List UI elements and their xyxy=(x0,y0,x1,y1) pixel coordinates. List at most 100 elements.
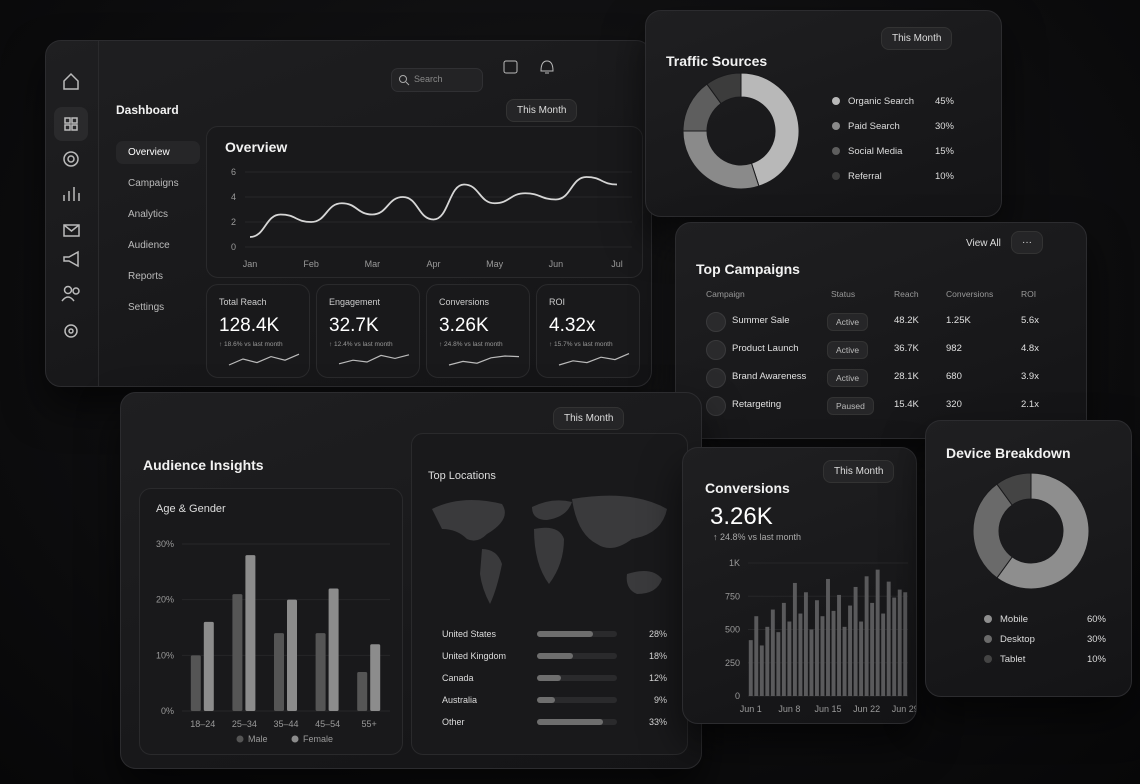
campaign-cell: 5.6x xyxy=(1021,315,1039,326)
nav-item[interactable]: Overview xyxy=(116,141,200,164)
bar xyxy=(370,644,381,711)
kpi-card: Total Reach 128.4K ↑ 18.6% vs last month xyxy=(206,284,310,378)
users-icon[interactable] xyxy=(63,285,73,295)
kpi-value: 32.7K xyxy=(329,315,379,336)
location-name: Other xyxy=(442,717,465,727)
status-pill: Active xyxy=(827,313,869,331)
legend-label: Male xyxy=(248,734,268,744)
x-tick-label: Jun 22 xyxy=(853,704,880,714)
legend-dot xyxy=(984,635,992,643)
kpi-sparkline xyxy=(228,353,300,366)
x-tick-label: Jun 29 xyxy=(892,704,916,714)
chart-icon[interactable] xyxy=(63,187,80,201)
audience-title: Audience Insights xyxy=(143,457,264,473)
bar xyxy=(357,672,368,711)
campaign-cell: 3.9x xyxy=(1021,371,1039,382)
donut-segment xyxy=(682,130,760,190)
y-tick-label: 30% xyxy=(156,539,174,549)
mail-icon[interactable] xyxy=(63,224,80,237)
x-tick-label: 35–44 xyxy=(273,719,298,729)
kpi-value: 4.32x xyxy=(549,315,596,336)
column-header: Reach xyxy=(894,289,919,299)
nav-item[interactable]: Reports xyxy=(128,271,164,282)
kpi-label: Total Reach xyxy=(219,297,267,307)
bar xyxy=(815,600,819,696)
nav-item[interactable]: Audience xyxy=(128,240,170,251)
settings-icon[interactable] xyxy=(64,324,78,338)
legend-label: Tablet xyxy=(1000,654,1026,665)
bar xyxy=(770,609,775,696)
period-button[interactable]: This Month xyxy=(823,460,895,483)
bar xyxy=(328,588,339,711)
bar xyxy=(848,605,853,696)
period-button[interactable]: This Month xyxy=(506,99,578,122)
legend-label: Desktop xyxy=(1000,634,1035,645)
view-all[interactable]: View All xyxy=(966,238,1001,249)
location-bar xyxy=(537,675,561,681)
search-box[interactable]: Search xyxy=(391,68,483,92)
y-tick-label: 4 xyxy=(231,192,236,202)
bar xyxy=(287,599,297,711)
more-button[interactable]: ··· xyxy=(1011,231,1043,254)
grid-icon[interactable] xyxy=(64,117,71,124)
legend-dot xyxy=(984,655,992,663)
column-header: ROI xyxy=(1021,289,1037,299)
calendar-icon[interactable] xyxy=(503,60,518,74)
bell-icon[interactable] xyxy=(540,60,554,74)
campaign-cell: 36.7K xyxy=(894,343,919,354)
kpi-change: ↑ 12.4% vs last month xyxy=(329,341,393,348)
y-tick-label: 2 xyxy=(231,217,236,227)
conversions-chart: 0 250 500 750 1K Jun 1 Jun 8 Jun 15 Jun 22 Jun 29 xyxy=(725,558,916,714)
bar xyxy=(837,594,841,696)
campaign-cell: 1.25K xyxy=(946,315,971,326)
column-header: Status xyxy=(831,289,856,299)
legend-value: 30% xyxy=(935,121,955,132)
x-tick-label: Jun 8 xyxy=(778,704,800,714)
bar xyxy=(203,621,214,711)
bar xyxy=(274,633,284,711)
bar xyxy=(870,602,875,696)
x-tick-label: Jul xyxy=(611,259,623,269)
icon-rail xyxy=(54,72,88,338)
legend-label: Mobile xyxy=(1000,614,1028,625)
age-gender-title: Age & Gender xyxy=(156,503,226,515)
overview-line xyxy=(249,176,618,238)
donut-segment xyxy=(706,72,742,105)
y-tick-label: 0% xyxy=(161,706,174,716)
bar xyxy=(748,640,753,696)
device-donut: Mobile 60% Desktop 30% Tablet 10% xyxy=(972,472,1107,665)
kpi-label: Conversions xyxy=(439,297,490,307)
column-header: Conversions xyxy=(946,289,994,299)
legend-value: 15% xyxy=(935,146,955,157)
home-icon[interactable] xyxy=(63,72,79,90)
bar xyxy=(803,592,808,696)
period-button[interactable]: This Month xyxy=(553,407,625,430)
device-panel: Device Breakdown Mobile 60% Desktop 30% Tabl… xyxy=(925,420,1132,697)
bar xyxy=(820,616,825,696)
x-tick-label: Jun 15 xyxy=(814,704,841,714)
conversions-value: 3.26K xyxy=(710,503,773,530)
locations-list: United States 28% United Kingdom 18% Canada 1… xyxy=(442,629,667,727)
campaign-icon xyxy=(706,396,726,416)
nav-item[interactable]: Settings xyxy=(128,302,165,313)
nav-item[interactable]: Analytics xyxy=(128,209,169,220)
period-button[interactable]: This Month xyxy=(881,27,953,50)
campaign-icon[interactable] xyxy=(63,250,79,268)
bar xyxy=(859,621,864,696)
target-icon[interactable] xyxy=(63,151,79,167)
top-icons xyxy=(503,60,554,74)
status-pill: Paused xyxy=(827,397,874,415)
campaigns-title: Top Campaigns xyxy=(696,261,800,277)
x-tick-label: Mar xyxy=(365,259,381,269)
y-tick-label: 20% xyxy=(156,595,174,605)
sparkline xyxy=(448,355,520,366)
location-bar xyxy=(537,719,603,725)
search-icon xyxy=(399,75,410,86)
kpi-change: ↑ 24.8% vs last month xyxy=(439,341,503,348)
x-tick-label: Jan xyxy=(243,259,258,269)
legend-label: Organic Search xyxy=(848,96,914,107)
bar xyxy=(826,578,830,696)
nav-item[interactable]: Campaigns xyxy=(128,178,179,189)
bar xyxy=(903,592,908,696)
